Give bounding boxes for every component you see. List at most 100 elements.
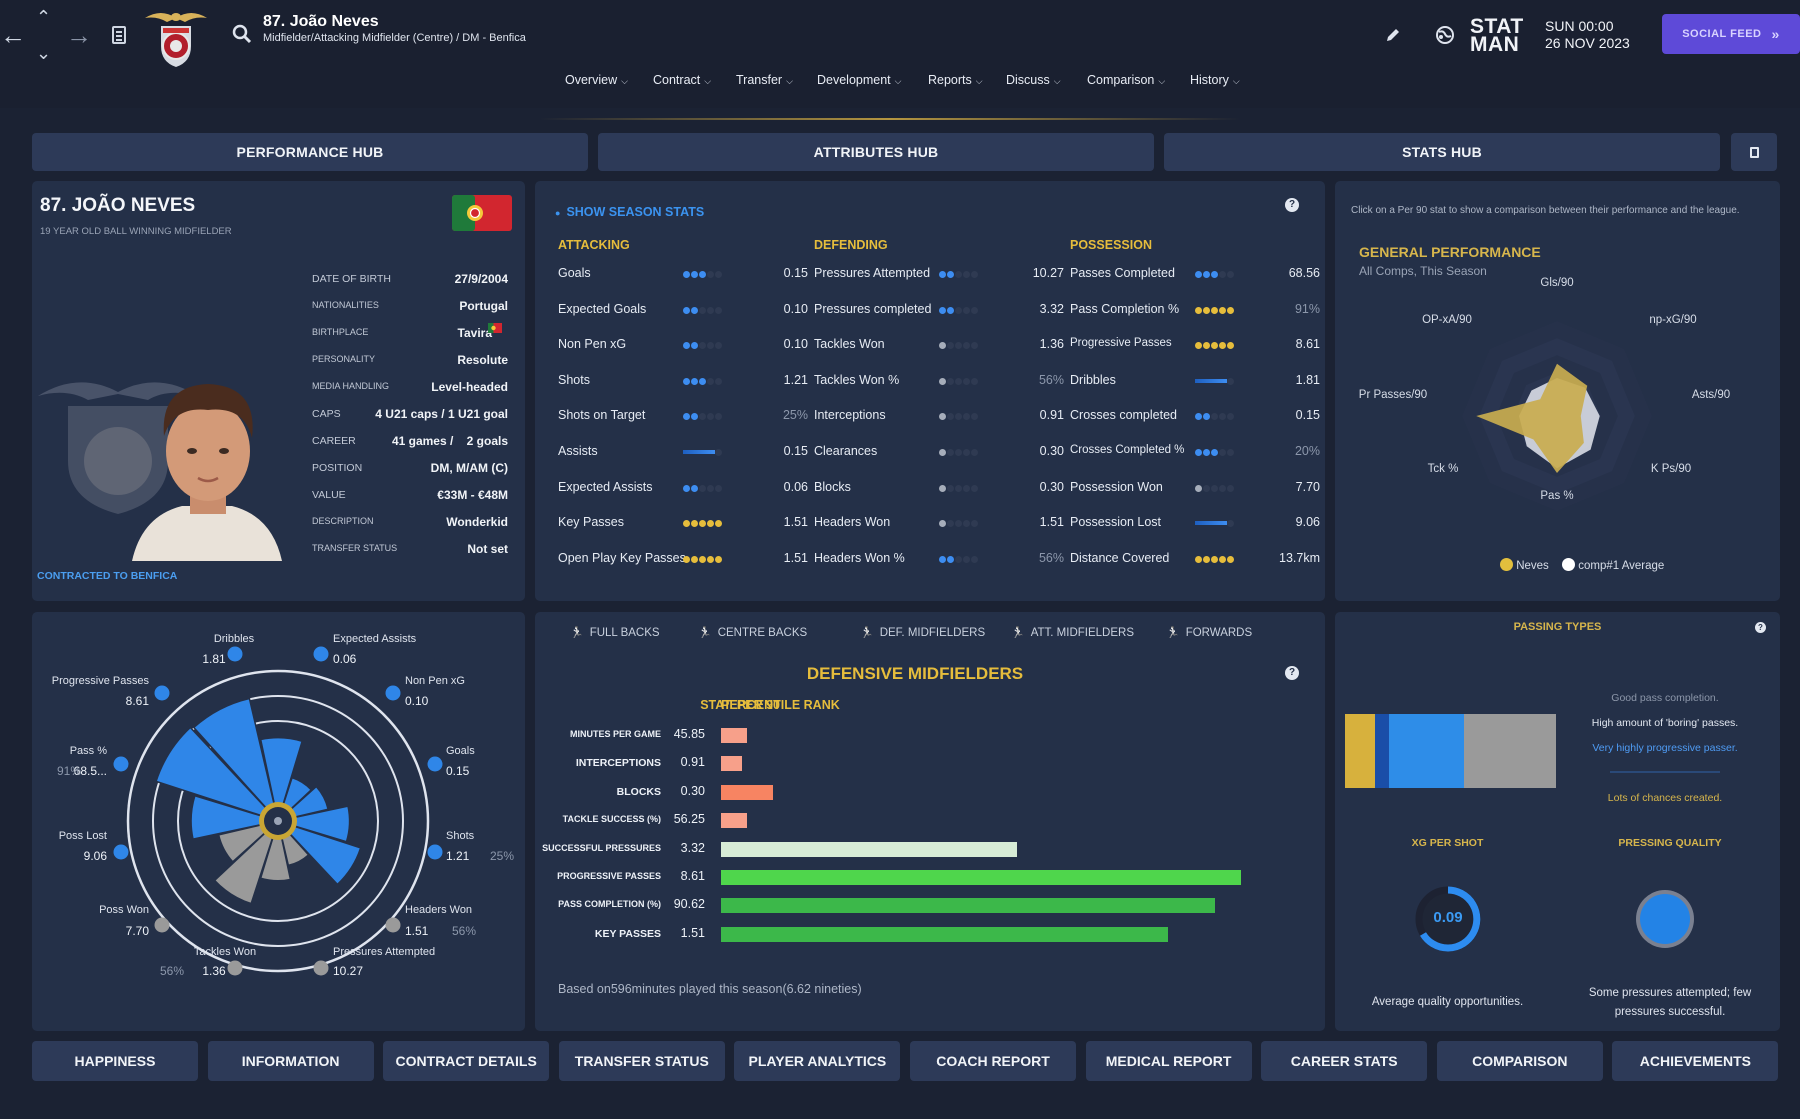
stat-label[interactable]: Expected Goals xyxy=(558,301,647,316)
help-icon[interactable]: ? xyxy=(1285,198,1299,212)
stat-label[interactable]: Distance Covered xyxy=(1070,550,1170,565)
tab-attributes-hub[interactable]: ATTRIBUTES HUB xyxy=(598,133,1154,171)
chevron-down-icon[interactable]: ⌄ xyxy=(36,43,52,63)
stat-label[interactable]: Pressures completed xyxy=(814,301,932,316)
club-crest-icon[interactable] xyxy=(143,6,209,68)
bottom-tab-player-analytics[interactable]: PLAYER ANALYTICS xyxy=(734,1041,901,1081)
percentile-bar[interactable] xyxy=(721,813,747,829)
stat-label[interactable]: Goals xyxy=(558,266,591,280)
position-tab[interactable]: 🏃 CENTRE BACKS xyxy=(698,626,807,639)
stat-label[interactable]: Dribbles xyxy=(1070,372,1116,387)
percentile-bar[interactable] xyxy=(721,898,1215,914)
radial-marker[interactable] xyxy=(154,685,170,701)
radar-axis-label[interactable]: K Ps/90 xyxy=(1651,463,1691,475)
radar-axis-label[interactable]: Asts/90 xyxy=(1692,389,1730,401)
social-feed-button[interactable]: SOCIAL FEED » xyxy=(1662,14,1800,54)
tab-performance-hub[interactable]: PERFORMANCE HUB xyxy=(32,133,588,171)
stat-label[interactable]: Crosses completed xyxy=(1070,408,1177,423)
chevron-up-icon[interactable]: ⌃ xyxy=(36,7,52,27)
radial-marker[interactable] xyxy=(313,646,329,662)
radar-axis-label[interactable]: Pas % xyxy=(1540,490,1573,502)
stat-label[interactable]: Assists xyxy=(558,444,598,458)
stat-label[interactable]: Progressive Passes xyxy=(1070,337,1172,350)
stat-label[interactable]: Expected Assists xyxy=(558,479,653,494)
stat-label[interactable]: Blocks xyxy=(814,479,851,494)
percentile-bar[interactable] xyxy=(721,756,742,772)
radial-segment[interactable] xyxy=(213,820,279,905)
stat-label[interactable]: Open Play Key Passes xyxy=(558,550,686,565)
back-arrow-icon[interactable]: ← xyxy=(0,20,26,50)
percentile-bar[interactable] xyxy=(721,784,773,800)
radial-marker[interactable] xyxy=(427,756,443,772)
radial-marker[interactable] xyxy=(313,960,329,976)
radial-marker[interactable] xyxy=(113,756,129,772)
radar-axis-label[interactable]: Tck % xyxy=(1428,463,1459,475)
percentile-bar[interactable] xyxy=(721,870,1241,885)
clipboard-button[interactable] xyxy=(1731,133,1777,171)
menu-comparison[interactable]: Comparison ⌵ xyxy=(1087,73,1165,87)
menu-contract[interactable]: Contract ⌵ xyxy=(653,73,711,87)
stat-label[interactable]: Non Pen xG xyxy=(558,337,627,352)
menu-reports[interactable]: Reports ⌵ xyxy=(928,73,983,87)
radar-axis-label[interactable]: Gls/90 xyxy=(1540,277,1573,289)
stat-label[interactable]: Shots on Target xyxy=(558,408,646,423)
radial-marker[interactable] xyxy=(113,844,129,860)
stat-label[interactable]: Key Passes xyxy=(558,515,625,530)
stat-label[interactable]: Interceptions xyxy=(814,408,886,423)
stat-label[interactable]: Pressures Attempted xyxy=(814,266,931,280)
stat-label[interactable]: Tackles Won % xyxy=(814,372,900,387)
radial-segment[interactable] xyxy=(277,820,362,886)
radial-stats-chart[interactable]: Dribbles 1.81 Expected Assists 0.06 Non Pen … xyxy=(32,612,525,1031)
general-performance-radar[interactable]: Gls/90 np-xG/90 Asts/90 K Ps/90 Pas % Tck % Pr… xyxy=(1335,276,1780,556)
bottom-tab-transfer-status[interactable]: TRANSFER STATUS xyxy=(558,1041,725,1081)
menu-history[interactable]: History ⌵ xyxy=(1190,73,1240,87)
stat-label[interactable]: Headers Won xyxy=(814,515,891,530)
radar-axis-label[interactable]: OP-xA/90 xyxy=(1422,314,1472,326)
stat-label[interactable]: Crosses Completed % xyxy=(1070,444,1185,456)
menu-development[interactable]: Development ⌵ xyxy=(817,73,901,87)
bottom-tab-achievements[interactable]: ACHIEVEMENTS xyxy=(1612,1041,1779,1081)
radial-segment[interactable] xyxy=(192,697,279,822)
contract-status[interactable]: CONTRACTED TO BENFICA xyxy=(37,570,178,582)
stat-label[interactable]: Clearances xyxy=(814,444,878,458)
help-icon[interactable]: ? xyxy=(1755,622,1766,633)
stat-label[interactable]: Tackles Won xyxy=(814,337,885,352)
percentile-bar[interactable] xyxy=(721,841,1018,857)
stat-label[interactable]: Shots xyxy=(558,372,590,387)
date-display[interactable]: SUN 00:00 26 NOV 2023 xyxy=(1545,18,1630,52)
stat-label[interactable]: Possession Lost xyxy=(1070,515,1162,530)
radial-marker[interactable] xyxy=(385,917,401,933)
tab-stats-hub[interactable]: STATS HUB xyxy=(1164,133,1720,171)
menu-transfer[interactable]: Transfer ⌵ xyxy=(736,73,793,87)
bottom-tab-happiness[interactable]: HAPPINESS xyxy=(32,1041,198,1081)
position-tab[interactable]: 🏃 DEF. MIDFIELDERS xyxy=(860,626,985,639)
bottom-tab-information[interactable]: INFORMATION xyxy=(207,1041,374,1081)
position-tab[interactable]: 🏃 FULL BACKS xyxy=(570,626,660,639)
radial-marker[interactable] xyxy=(154,917,170,933)
bottom-tab-contract-details[interactable]: CONTRACT DETAILS xyxy=(383,1041,550,1081)
stat-label[interactable]: Pass Completion % xyxy=(1070,301,1180,316)
position-tab[interactable]: 🏃 ATT. MIDFIELDERS xyxy=(1011,626,1134,639)
radial-segment[interactable] xyxy=(259,736,304,822)
radial-marker[interactable] xyxy=(227,646,243,662)
position-tab[interactable]: 🏃 FORWARDS xyxy=(1166,626,1252,639)
percentile-bar[interactable] xyxy=(721,926,1169,942)
stat-label[interactable]: Passes Completed xyxy=(1070,266,1175,280)
menu-overview[interactable]: Overview ⌵ xyxy=(565,73,628,87)
notes-icon[interactable] xyxy=(112,26,126,44)
radial-marker[interactable] xyxy=(227,960,243,976)
radial-segment[interactable] xyxy=(155,726,279,822)
radial-marker[interactable] xyxy=(427,844,443,860)
percentile-bar[interactable] xyxy=(721,728,747,743)
stat-label[interactable]: Headers Won % xyxy=(814,550,905,565)
stat-label[interactable]: Possession Won xyxy=(1070,479,1163,494)
bottom-tab-comparison[interactable]: COMPARISON xyxy=(1436,1041,1603,1081)
edit-icon[interactable] xyxy=(1385,27,1401,43)
search-icon[interactable] xyxy=(232,24,252,44)
radar-axis-label[interactable]: np-xG/90 xyxy=(1649,314,1696,326)
radar-axis-label[interactable]: Pr Passes/90 xyxy=(1359,389,1427,401)
menu-discuss[interactable]: Discuss ⌵ xyxy=(1006,73,1061,87)
forward-arrow-icon[interactable]: → xyxy=(66,20,92,50)
radial-marker[interactable] xyxy=(385,685,401,701)
globe-icon[interactable] xyxy=(1434,24,1456,46)
